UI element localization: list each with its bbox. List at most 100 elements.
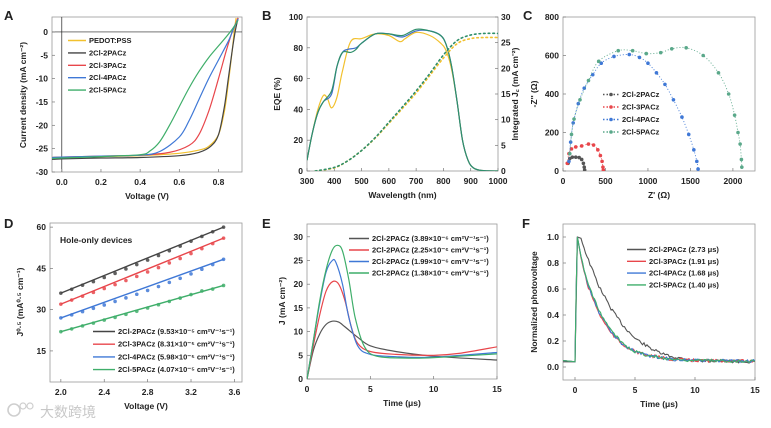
legend-item: 2Cl-2PACz: [68, 48, 127, 57]
panel-a: A 0.0 0.2 0.4 0.6 0.8 0 -5 -10 -15 -20 -25 -30 Voltag…: [4, 8, 243, 201]
series-2cl-5pacz-4-07-10-cm-v-s-fit-line: [60, 284, 224, 333]
y-tick-label: 400: [545, 89, 559, 99]
y-axis-label: Normalized photovoltage: [529, 251, 539, 353]
x-tick-label: 3.2: [185, 387, 197, 397]
y-tick-label: 60: [294, 74, 304, 84]
y-axis-label: J (mA cm⁻²): [277, 277, 287, 325]
data-point: [145, 288, 150, 293]
data-point: [630, 48, 635, 53]
y-tick-label: 80: [294, 43, 304, 53]
series-pedot-pss-line: [52, 17, 237, 159]
data-point: [570, 155, 575, 159]
data-point: [113, 282, 117, 287]
series-2cl-2pacz-jsc-line: [314, 32, 498, 171]
legend: 2Cl-2PACz (2.73 μs) 2Cl-3PACz (1.91 μs) 2C…: [627, 245, 719, 289]
data-point: [80, 283, 85, 287]
y-tick-label: 45: [37, 263, 47, 273]
data-point: [601, 168, 606, 171]
legend: PEDOT:PSS 2Cl-2PACz 2Cl-3PACz 2Cl-4PACz 2Cl-…: [68, 36, 132, 95]
y-axis-label: EQE (%): [272, 77, 282, 111]
data-point: [646, 61, 650, 65]
data-point: [600, 159, 604, 164]
data-point: [59, 316, 63, 320]
y-tick-label: 0: [554, 166, 559, 176]
data-point: [221, 236, 226, 240]
data-point: [156, 302, 161, 307]
legend-item: 2Cl-2PACz (2.73 μs): [627, 245, 719, 254]
data-point: [586, 78, 591, 83]
data-point: [113, 271, 117, 276]
x-axis-label: Z' (Ω): [648, 190, 670, 200]
data-point: [576, 101, 581, 106]
data-point: [134, 292, 139, 297]
data-point: [738, 142, 742, 146]
legend-label: 2Cl-5PACz (1.40 μs): [649, 280, 719, 289]
data-point: [210, 241, 215, 246]
data-point: [167, 280, 172, 285]
data-point: [671, 97, 676, 102]
data-point: [80, 309, 85, 314]
y-tick-label: 15: [294, 303, 304, 313]
x-tick-label: 500: [354, 176, 368, 186]
y2-tick-label: 25: [501, 38, 511, 48]
legend-item: 2Cl-4PACz (1.68 μs): [627, 269, 719, 278]
y-tick-label: -30: [36, 167, 49, 177]
data-point: [124, 296, 128, 300]
x-tick-label: 3.6: [228, 387, 240, 397]
data-point: [167, 248, 172, 253]
data-point: [113, 299, 117, 304]
x-tick-label: 10: [429, 384, 439, 394]
panel-label: C: [523, 8, 533, 23]
legend-label: 2Cl-3PACz (8.31×10⁻⁵ cm²V⁻¹s⁻¹): [118, 340, 235, 349]
x-tick-label: 600: [382, 176, 396, 186]
legend: 2Cl-2PACz (3.89×10⁻⁶ cm²V⁻¹s⁻¹) 2Cl-2PACz…: [349, 234, 489, 278]
y-tick-label: 600: [545, 51, 559, 61]
data-point: [736, 130, 740, 135]
data-point: [167, 299, 172, 304]
data-point: [726, 92, 731, 96]
y-tick-label: -25: [36, 144, 49, 154]
data-point: [680, 115, 684, 119]
data-point: [569, 147, 574, 151]
x-tick-label: 400: [327, 176, 341, 186]
data-point: [739, 157, 744, 162]
panel-label: D: [4, 216, 13, 231]
legend-label: 2Cl-5PACz: [89, 86, 127, 95]
y-tick-label: -10: [36, 74, 49, 84]
series-pedot-pss-jsc-line: [314, 36, 498, 171]
x-axis-label: Time (μs): [640, 399, 678, 409]
data-point: [695, 159, 699, 164]
legend-marker: [609, 130, 613, 134]
legend-item: 2Cl-3PACz (1.91 μs): [627, 257, 719, 266]
series-2cl-3pacz-8-31-10-cm-v-s-fit-line: [60, 237, 224, 305]
data-point: [221, 257, 226, 262]
data-point: [102, 275, 107, 280]
y-tick-label: 0.0: [547, 362, 559, 372]
legend-label: 2Cl-2PACz (3.89×10⁻⁶ cm²V⁻¹s⁻¹): [372, 234, 489, 243]
series-group: [565, 46, 744, 171]
legend-marker: [609, 105, 613, 109]
data-point: [80, 294, 85, 298]
data-point: [627, 52, 632, 57]
data-point: [156, 265, 161, 270]
x-tick-label: 0.2: [95, 177, 107, 187]
data-point: [200, 289, 204, 293]
y-tick-label: 30: [294, 232, 304, 242]
y-tick-label: 0.8: [547, 258, 559, 268]
legend-label: 2Cl-2PACz (9.53×10⁻⁵ cm²V⁻¹s⁻¹): [118, 327, 235, 336]
data-point: [573, 145, 578, 149]
data-point: [582, 168, 587, 171]
data-point: [572, 117, 576, 121]
data-point: [69, 287, 74, 292]
legend-item: 2Cl-2PACz: [603, 90, 660, 99]
y-tick-label: 0: [298, 166, 303, 176]
x-tick-label: 300: [300, 176, 314, 186]
data-point: [200, 267, 204, 272]
data-point: [156, 253, 161, 258]
x-tick-label: 2.8: [142, 387, 154, 397]
data-point: [189, 239, 193, 243]
series-2cl-4pacz-line: [568, 54, 699, 170]
series-2cl-4pacz-line: [52, 18, 239, 159]
x-tick-label: 1000: [489, 176, 508, 186]
